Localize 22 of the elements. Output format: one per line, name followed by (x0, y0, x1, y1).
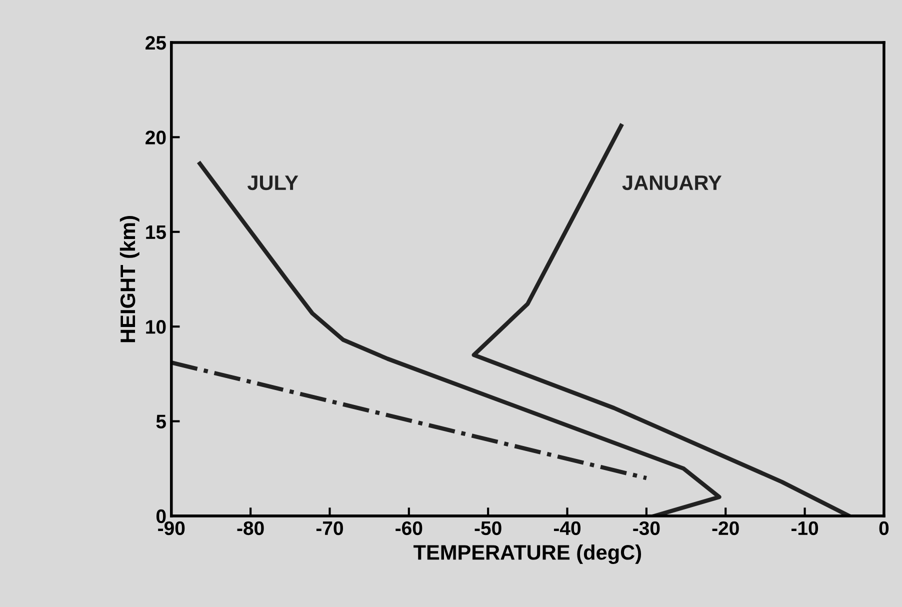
y-tick-label: 20 (146, 130, 166, 144)
x-tick-label: -20 (712, 521, 739, 536)
x-tick-label: -70 (316, 521, 343, 536)
x-tick-label: -40 (554, 521, 581, 536)
x-tick-label: 0 (879, 521, 889, 536)
x-tick-label: -80 (237, 521, 264, 536)
series-label: JANUARY (622, 176, 722, 190)
y-tick-label: 25 (146, 36, 166, 50)
y-axis-title: HEIGHT (km) (120, 216, 140, 342)
x-tick-label: -90 (158, 521, 185, 536)
x-tick-label: -10 (791, 521, 818, 536)
x-axis-title: TEMPERATURE (degC) (414, 544, 642, 564)
y-tick-label: 15 (146, 226, 166, 240)
y-tick-label: 0 (156, 509, 166, 524)
x-tick-label: -60 (396, 521, 422, 536)
line-series (472, 124, 852, 516)
series-label: JULY (247, 176, 298, 190)
y-tick-label: 10 (146, 320, 166, 334)
x-tick-label: -50 (474, 521, 502, 536)
x-tick-label: -30 (633, 521, 660, 536)
y-tick-label: 5 (156, 414, 166, 428)
line-series (198, 162, 722, 516)
